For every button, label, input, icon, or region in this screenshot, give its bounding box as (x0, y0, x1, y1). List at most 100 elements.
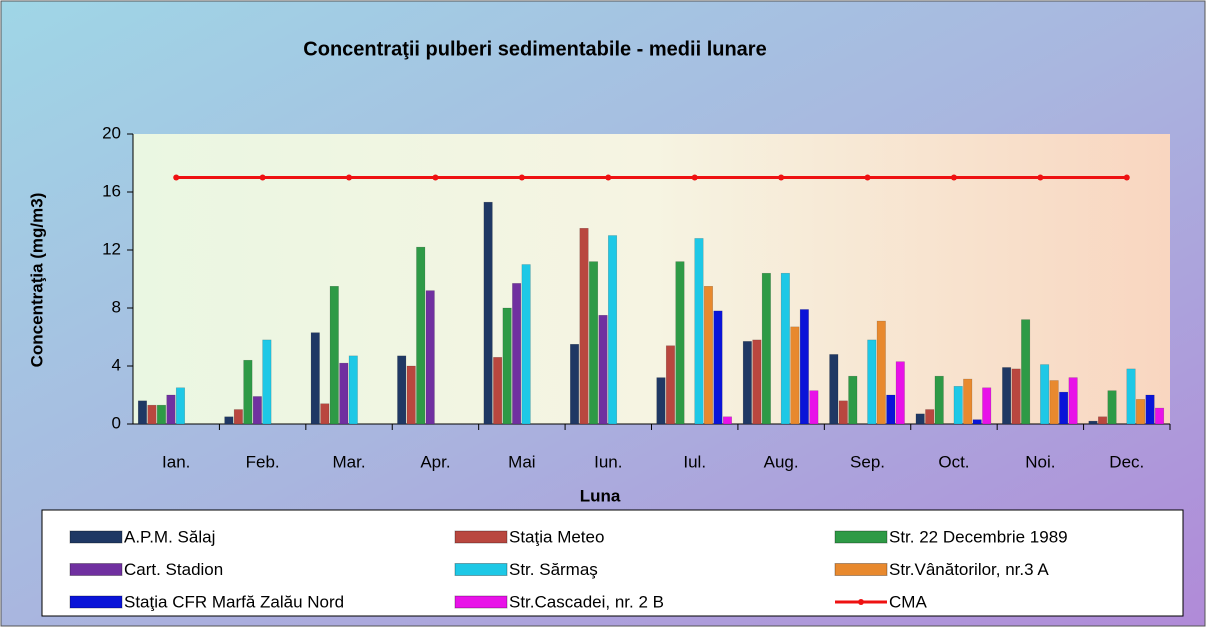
bar (761, 272, 771, 425)
bar (1021, 319, 1031, 425)
bar (972, 419, 982, 425)
x-tick-label: Noi. (1025, 452, 1055, 471)
plot-area (133, 134, 1170, 424)
bar (790, 326, 800, 425)
bar (339, 362, 349, 425)
x-tick-label: Iul. (683, 452, 706, 471)
bar (934, 375, 944, 425)
bar (224, 416, 234, 425)
bar (416, 246, 426, 425)
x-tick-label: Dec. (1109, 452, 1144, 471)
bar (493, 357, 503, 425)
y-tick-label: 0 (112, 413, 121, 432)
bar (243, 359, 253, 425)
bar (829, 354, 839, 425)
bar (1088, 420, 1098, 425)
bar (809, 390, 819, 425)
bar (502, 307, 512, 425)
bar (483, 201, 493, 425)
line-marker (778, 174, 785, 181)
bar (1068, 377, 1078, 425)
bar (1126, 368, 1136, 425)
bar (598, 315, 608, 425)
bar (579, 228, 589, 425)
bar (1040, 364, 1050, 425)
line-marker (950, 174, 957, 181)
bar (589, 261, 599, 425)
bar (703, 286, 713, 425)
bar (1002, 367, 1012, 425)
legend-label: A.P.M. Sălaj (124, 527, 215, 546)
legend-swatch (69, 563, 123, 576)
bar (608, 235, 618, 425)
line-marker (1037, 174, 1044, 181)
bar (348, 355, 358, 425)
y-tick-label: 4 (112, 355, 121, 374)
y-tick-label: 12 (102, 239, 121, 258)
bar (262, 339, 272, 425)
legend-swatch (69, 530, 123, 544)
bar (175, 387, 185, 425)
bar (722, 416, 732, 425)
line-marker (259, 174, 266, 181)
legend-label: Cart. Stadion (124, 560, 223, 579)
bar (166, 394, 176, 425)
bar (799, 309, 809, 425)
legend-label: Staţia Meteo (509, 527, 604, 546)
bar (953, 386, 963, 425)
line-marker (1123, 174, 1130, 181)
bar (925, 409, 935, 425)
legend-label: Staţia CFR Marfă Zalău Nord (124, 592, 344, 611)
legend-swatch-marker (858, 599, 864, 605)
y-tick-label: 16 (102, 181, 121, 200)
y-axis-label: Concentraţia (mg/m3) (27, 193, 46, 368)
bar (876, 320, 886, 425)
line-marker (605, 174, 612, 181)
y-tick-label: 20 (102, 123, 121, 142)
bar (838, 400, 848, 425)
x-axis-label: Luna (580, 486, 621, 505)
bar (252, 396, 262, 425)
bar (425, 290, 435, 425)
legend-label: Str. Sărmaş (509, 560, 598, 579)
bar (320, 403, 330, 425)
bar (1107, 390, 1117, 425)
bar (982, 387, 992, 425)
bar (886, 394, 896, 425)
bar (147, 404, 157, 425)
x-tick-label: Feb. (246, 452, 280, 471)
legend-swatch (454, 595, 508, 609)
x-tick-label: Aug. (764, 452, 799, 471)
x-tick-label: Mar. (333, 452, 366, 471)
legend-swatch (834, 563, 888, 576)
bar (1098, 416, 1108, 425)
bar (780, 272, 790, 425)
x-tick-label: Apr. (420, 452, 450, 471)
bar (752, 339, 762, 425)
x-tick-label: Sep. (850, 452, 885, 471)
x-tick-label: Oct. (938, 452, 969, 471)
legend-swatch (834, 530, 888, 544)
legend (41, 509, 1184, 617)
bar (963, 378, 973, 425)
legend-label: Str. 22 Decembrie 1989 (889, 527, 1068, 546)
bar (713, 310, 723, 425)
bar (137, 400, 147, 425)
bar (915, 413, 925, 425)
line-marker (432, 174, 439, 181)
legend-label: CMA (889, 592, 927, 611)
bar (521, 264, 531, 425)
legend-label: Str.Vânătorilor, nr.3 A (889, 560, 1049, 579)
bar (694, 238, 704, 425)
bar (867, 339, 877, 425)
x-tick-label: Mai (508, 452, 535, 471)
line-marker (173, 174, 180, 181)
line-marker (346, 174, 353, 181)
legend-label: Str.Cascadei, nr. 2 B (509, 592, 664, 611)
bar (656, 377, 666, 425)
bar (233, 409, 243, 425)
bar (1011, 368, 1021, 425)
line-marker (691, 174, 698, 181)
bar (406, 365, 416, 425)
